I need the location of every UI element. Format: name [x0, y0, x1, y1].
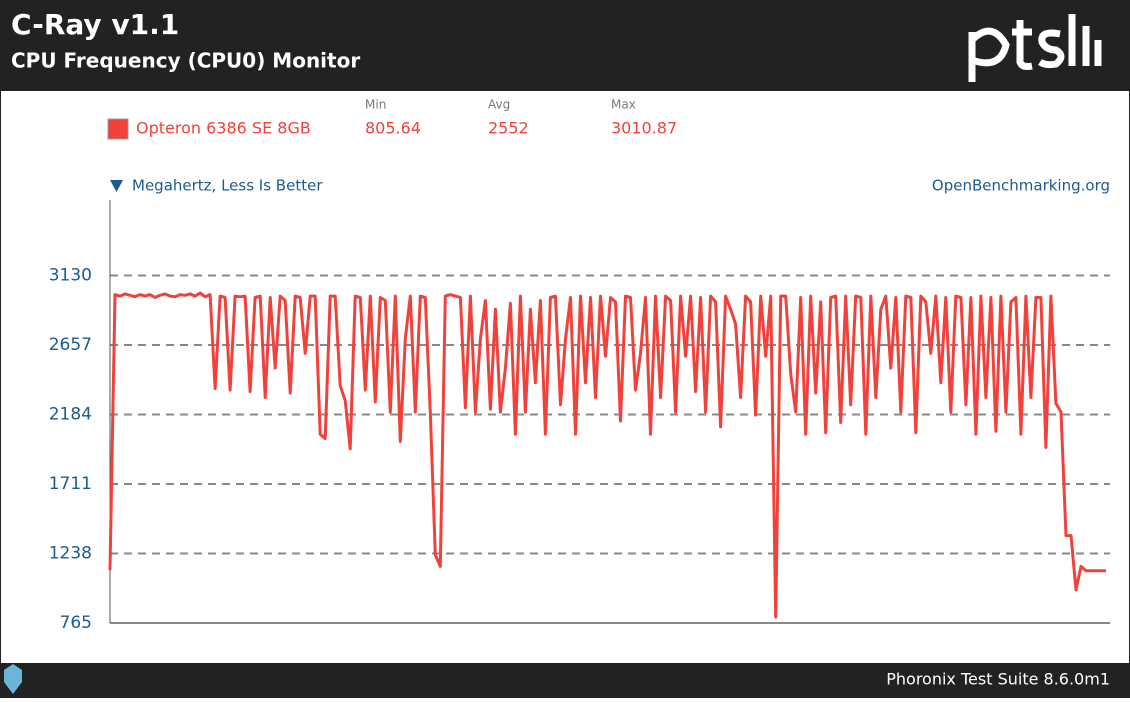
y-tick-label: 2184 — [49, 405, 92, 425]
y-tick-label: 765 — [60, 613, 92, 633]
stat-header: Max — [611, 98, 636, 112]
footer-bar — [0, 663, 1130, 698]
y-tick-label: 2657 — [49, 335, 92, 355]
y-axis-label: Megahertz, Less Is Better — [132, 177, 323, 195]
y-tick-label: 1238 — [49, 544, 92, 564]
y-tick-label: 1711 — [49, 474, 92, 494]
stat-header: Min — [365, 98, 386, 112]
y-tick-label: 3130 — [49, 266, 92, 286]
chart-title: C-Ray v1.1 — [11, 8, 179, 41]
chart-subtitle: CPU Frequency (CPU0) Monitor — [11, 49, 360, 73]
legend-label: Opteron 6386 SE 8GB — [136, 119, 311, 138]
direction-icon — [110, 180, 123, 192]
logo — [968, 14, 1102, 82]
stat-value: 2552 — [488, 119, 529, 138]
footer-text: Phoronix Test Suite 8.6.0m1 — [886, 670, 1110, 689]
data-line — [108, 291, 1106, 619]
stat-header: Avg — [488, 98, 510, 112]
stat-value: 805.64 — [365, 119, 421, 138]
legend-swatch — [107, 118, 129, 140]
header — [0, 0, 1130, 91]
source: OpenBenchmarking.org — [932, 177, 1110, 195]
stat-value: 3010.87 — [611, 119, 677, 138]
footer-icon — [4, 664, 22, 694]
